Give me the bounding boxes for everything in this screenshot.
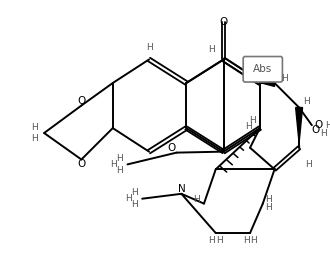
Text: O: O bbox=[77, 159, 85, 169]
Text: H: H bbox=[209, 236, 215, 245]
Polygon shape bbox=[260, 80, 275, 87]
Text: H: H bbox=[125, 194, 132, 203]
Text: O: O bbox=[312, 125, 320, 135]
Text: O: O bbox=[77, 96, 85, 106]
FancyBboxPatch shape bbox=[243, 57, 282, 82]
Text: H: H bbox=[209, 45, 215, 54]
Text: H: H bbox=[265, 203, 272, 212]
Text: H: H bbox=[193, 195, 200, 204]
Text: H: H bbox=[131, 200, 138, 209]
Text: H: H bbox=[116, 166, 123, 175]
Text: H: H bbox=[243, 236, 249, 245]
Text: H: H bbox=[245, 122, 251, 131]
Text: H: H bbox=[131, 188, 138, 197]
Text: H: H bbox=[250, 236, 257, 245]
Text: O: O bbox=[219, 17, 228, 27]
Text: H: H bbox=[304, 97, 310, 106]
Polygon shape bbox=[296, 108, 303, 148]
Text: H: H bbox=[325, 121, 330, 130]
Text: H: H bbox=[110, 160, 117, 169]
Text: H: H bbox=[320, 128, 327, 138]
Text: H: H bbox=[281, 74, 288, 83]
Text: H: H bbox=[31, 134, 38, 143]
Text: H: H bbox=[306, 160, 312, 169]
Text: H: H bbox=[31, 123, 38, 132]
Text: O: O bbox=[168, 143, 176, 153]
Text: H: H bbox=[265, 195, 272, 204]
Text: H: H bbox=[116, 154, 123, 163]
Text: Abs: Abs bbox=[253, 64, 273, 74]
Text: H: H bbox=[146, 43, 152, 52]
Text: O: O bbox=[314, 120, 323, 130]
Text: N: N bbox=[178, 184, 185, 194]
Text: H: H bbox=[248, 116, 255, 125]
Text: H: H bbox=[216, 236, 223, 245]
